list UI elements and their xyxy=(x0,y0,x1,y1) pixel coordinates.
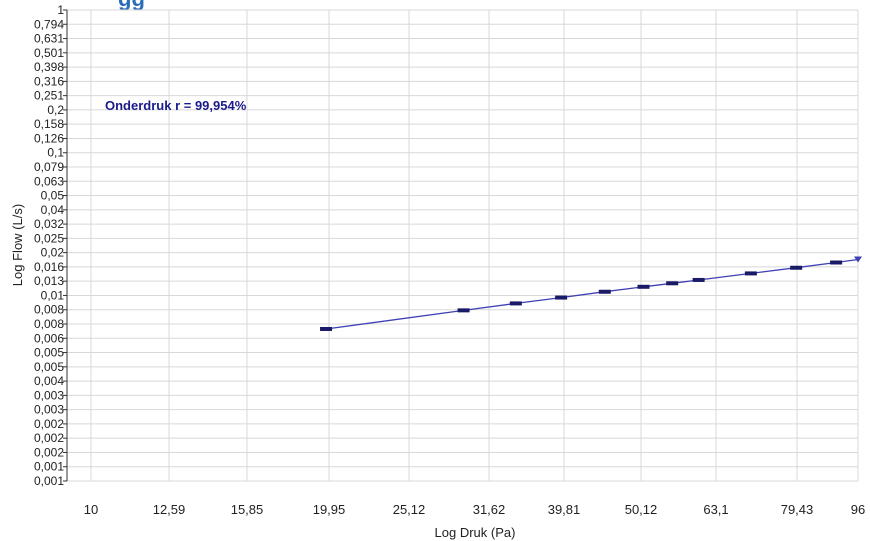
plot-area xyxy=(67,10,858,481)
data-point-marker xyxy=(830,260,843,265)
correlation-annotation: Onderdruk r = 99,954% xyxy=(105,98,247,113)
x-axis-ticks: 10 12,59 15,85 19,95 25,12 31,62 39,81 50,12 63,… xyxy=(84,502,865,517)
series-markers xyxy=(320,256,862,331)
y-tick-label: 0,032 xyxy=(34,217,64,231)
y-tick-label: 1 xyxy=(57,3,64,17)
x-axis-title: Log Druk (Pa) xyxy=(435,525,516,540)
x-tick-label: 25,12 xyxy=(393,502,426,517)
x-tick-label: 12,59 xyxy=(153,502,186,517)
series-line xyxy=(326,258,859,330)
x-tick-label: 63,1 xyxy=(703,502,728,517)
x-tick-label: 10 xyxy=(84,502,98,517)
y-tick-label: 0,02 xyxy=(41,246,65,260)
data-point-marker xyxy=(854,256,862,263)
y-tick-label: 0,04 xyxy=(41,203,65,217)
y-tick-label: 0,001 xyxy=(34,474,64,488)
y-tick-label: 0,398 xyxy=(34,60,64,74)
y-tick-label: 0,316 xyxy=(34,74,64,88)
y-tick-label: 0,158 xyxy=(34,117,64,131)
data-point-marker xyxy=(666,281,679,286)
y-tick-label: 0,794 xyxy=(34,17,64,31)
y-axis-ticks: 0,0010,0010,0020,0020,0020,0030,0030,004… xyxy=(34,3,67,488)
y-tick-label: 0,016 xyxy=(34,260,64,274)
y-tick-label: 0,001 xyxy=(34,460,64,474)
x-tick-label: 50,12 xyxy=(625,502,658,517)
x-tick-label: 19,95 xyxy=(313,502,346,517)
y-tick-label: 0,01 xyxy=(41,288,65,302)
data-point-marker xyxy=(598,289,611,294)
y-axis-title: Log Flow (L/s) xyxy=(10,204,25,286)
data-point-marker xyxy=(790,265,803,270)
y-tick-label: 0,002 xyxy=(34,417,64,431)
y-tick-label: 0,126 xyxy=(34,131,64,145)
y-tick-label: 0,501 xyxy=(34,46,64,60)
data-point-marker xyxy=(692,277,705,282)
y-tick-label: 0,008 xyxy=(34,317,64,331)
y-tick-label: 0,063 xyxy=(34,174,64,188)
data-point-marker xyxy=(457,308,470,313)
y-tick-label: 0,003 xyxy=(34,403,64,417)
y-tick-label: 0,008 xyxy=(34,303,64,317)
x-tick-label: 39,81 xyxy=(548,502,581,517)
x-tick-label: 15,85 xyxy=(231,502,264,517)
x-tick-label: 79,43 xyxy=(781,502,814,517)
data-point-marker xyxy=(637,284,650,289)
x-tick-label: 96 xyxy=(851,502,865,517)
y-tick-label: 0,025 xyxy=(34,231,64,245)
y-tick-label: 0,1 xyxy=(47,146,64,160)
grid-lines xyxy=(67,9,859,482)
top-title-fragment: gg xyxy=(118,0,145,11)
y-tick-label: 0,05 xyxy=(41,189,65,203)
x-tick-label: 31,62 xyxy=(473,502,506,517)
y-tick-label: 0,002 xyxy=(34,431,64,445)
data-point-marker xyxy=(320,326,333,331)
data-point-marker xyxy=(744,271,757,276)
y-tick-label: 0,079 xyxy=(34,160,64,174)
y-tick-label: 0,005 xyxy=(34,360,64,374)
y-tick-label: 0,251 xyxy=(34,89,64,103)
y-tick-label: 0,002 xyxy=(34,445,64,459)
y-tick-label: 0,004 xyxy=(34,374,64,388)
data-point-marker xyxy=(555,295,568,300)
y-tick-label: 0,013 xyxy=(34,274,64,288)
y-tick-label: 0,005 xyxy=(34,346,64,360)
data-point-marker xyxy=(509,301,522,306)
y-tick-label: 0,2 xyxy=(47,103,64,117)
y-tick-label: 0,631 xyxy=(34,32,64,46)
y-tick-label: 0,003 xyxy=(34,388,64,402)
y-tick-label: 0,006 xyxy=(34,331,64,345)
